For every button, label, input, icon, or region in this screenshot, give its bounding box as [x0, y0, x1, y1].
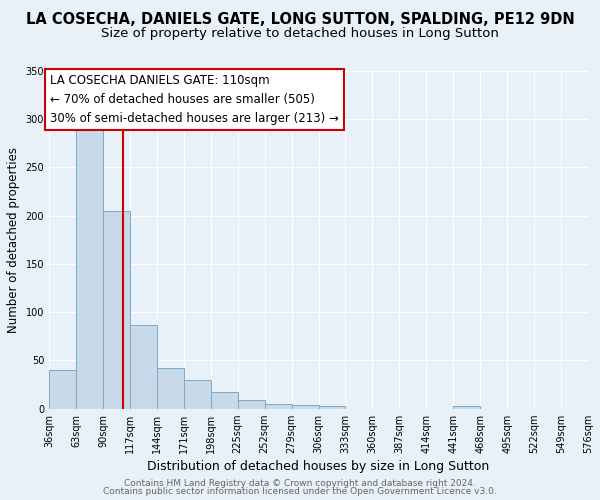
Bar: [76, 129, 103, 409]
Bar: [319, 406, 346, 409]
Text: Size of property relative to detached houses in Long Sutton: Size of property relative to detached ho…: [101, 28, 499, 40]
Bar: [130, 325, 157, 409]
Bar: [103, 211, 130, 409]
Y-axis label: Number of detached properties: Number of detached properties: [7, 147, 20, 333]
X-axis label: Distribution of detached houses by size in Long Sutton: Distribution of detached houses by size …: [148, 460, 490, 473]
Bar: [238, 400, 265, 409]
Text: Contains HM Land Registry data © Crown copyright and database right 2024.: Contains HM Land Registry data © Crown c…: [124, 478, 476, 488]
Bar: [184, 380, 211, 409]
Bar: [157, 368, 184, 409]
Bar: [211, 392, 238, 409]
Bar: [265, 404, 292, 409]
Text: LA COSECHA DANIELS GATE: 110sqm
← 70% of detached houses are smaller (505)
30% o: LA COSECHA DANIELS GATE: 110sqm ← 70% of…: [50, 74, 339, 125]
Text: Contains public sector information licensed under the Open Government Licence v3: Contains public sector information licen…: [103, 487, 497, 496]
Bar: [292, 405, 319, 409]
Text: LA COSECHA, DANIELS GATE, LONG SUTTON, SPALDING, PE12 9DN: LA COSECHA, DANIELS GATE, LONG SUTTON, S…: [26, 12, 574, 28]
Bar: [453, 406, 480, 409]
Bar: [49, 370, 76, 409]
